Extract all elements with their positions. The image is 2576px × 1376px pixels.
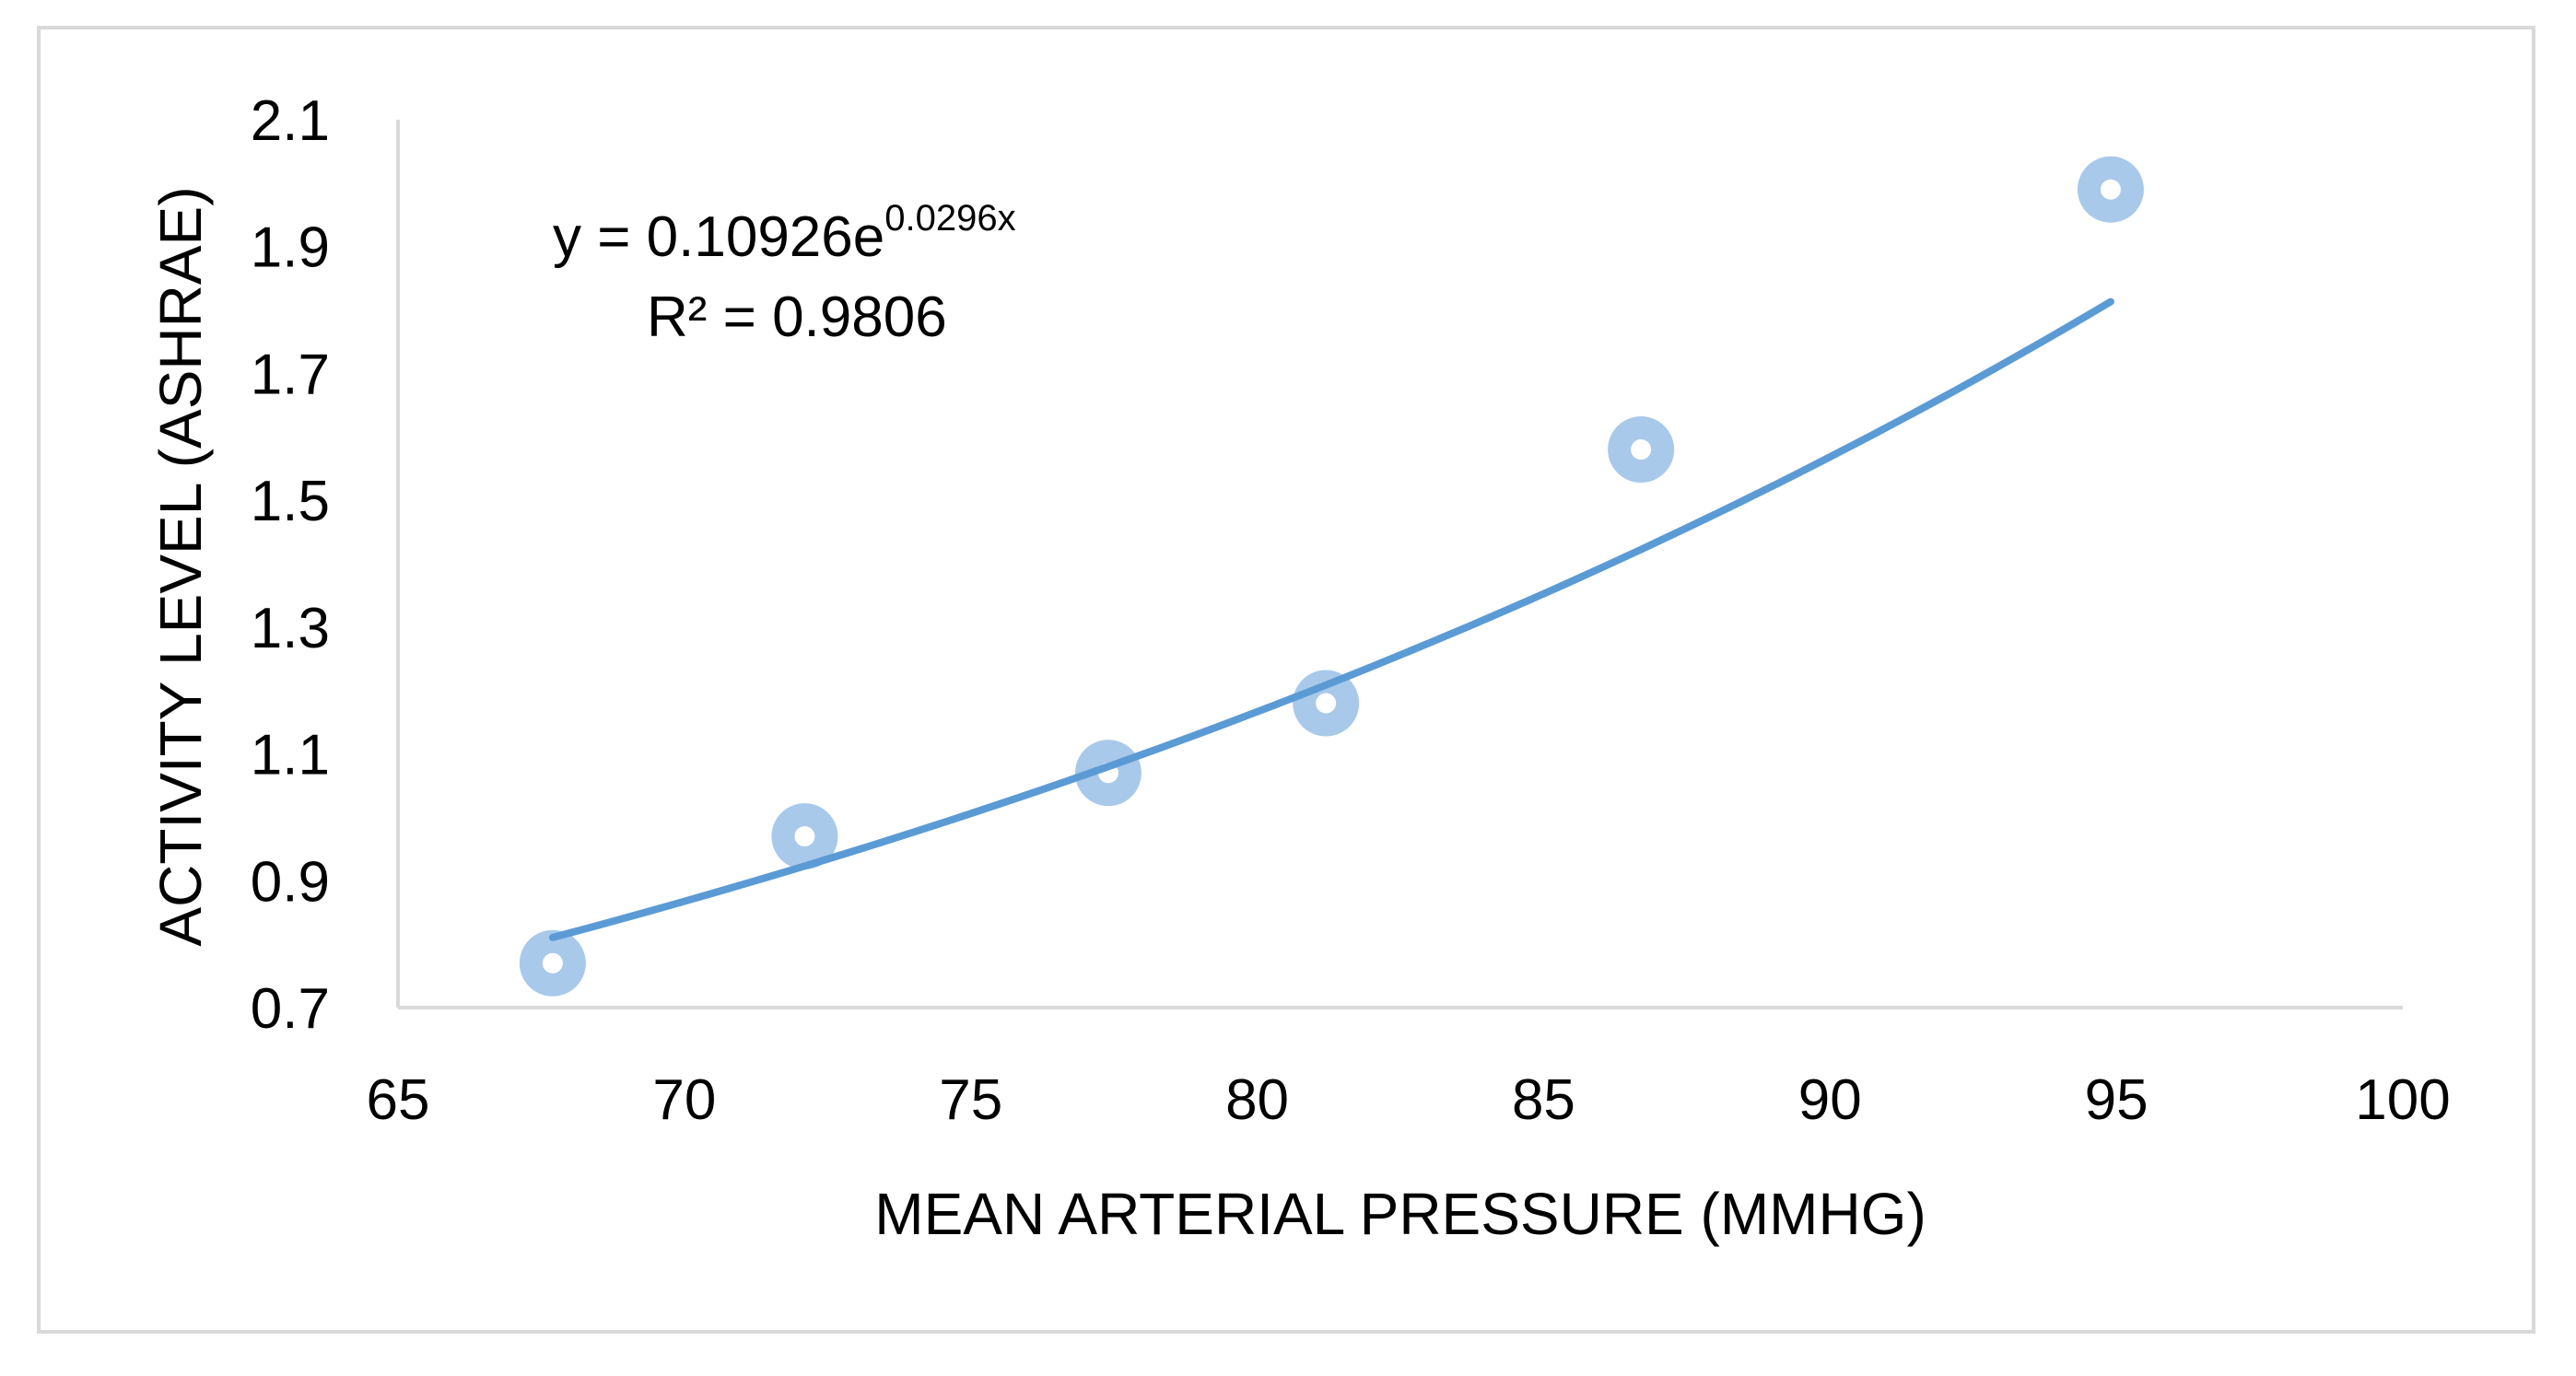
x-tick-label: 65 xyxy=(367,1068,430,1132)
y-tick-label: 1.3 xyxy=(251,597,330,660)
trendline-equation: y = 0.10926e0.0296x xyxy=(553,198,1016,269)
x-tick-label: 70 xyxy=(652,1068,716,1132)
data-points xyxy=(519,156,2144,997)
equation-base: y = 0.10926e xyxy=(553,205,884,269)
y-tick-label: 1.5 xyxy=(251,470,330,533)
y-tick-label: 1.9 xyxy=(251,216,330,280)
x-tick-label: 90 xyxy=(1798,1068,1862,1132)
data-point-center xyxy=(794,826,815,847)
data-point xyxy=(1293,670,1360,737)
trendline xyxy=(548,297,2114,941)
y-tick-label: 0.7 xyxy=(251,977,330,1041)
x-axis-title: MEAN ARTERIAL PRESSURE (MMHG) xyxy=(874,1181,1926,1247)
y-tick-label: 1.7 xyxy=(251,343,330,406)
data-point-center xyxy=(542,952,563,974)
x-tick-label: 100 xyxy=(2355,1068,2450,1132)
r-squared-label: R² = 0.9806 xyxy=(647,286,947,349)
x-tick-label: 80 xyxy=(1225,1068,1289,1132)
y-axis-title: ACTIVITY LEVEL (ASHRAE) xyxy=(147,186,214,946)
x-tick-label: 85 xyxy=(1512,1068,1575,1132)
data-point xyxy=(771,803,838,870)
y-tick-label: 0.9 xyxy=(251,850,330,914)
data-point-center xyxy=(2100,179,2121,200)
data-point xyxy=(519,929,586,997)
y-tick-label: 1.1 xyxy=(251,724,330,787)
axes xyxy=(396,120,2403,1009)
chart-frame xyxy=(37,26,2535,1334)
equation-exponent: 0.0296x xyxy=(884,198,1015,239)
data-point-center xyxy=(1316,693,1337,714)
data-point xyxy=(1608,416,1675,484)
x-tick-label: 75 xyxy=(939,1068,1002,1132)
x-tick-label: 95 xyxy=(2085,1068,2149,1132)
data-point-center xyxy=(1631,439,1652,461)
data-point xyxy=(2077,156,2144,223)
y-tick-labels: 0.7 0.9 1.1 1.3 1.5 1.7 1.9 2.1 xyxy=(251,89,330,1041)
y-tick-label: 2.1 xyxy=(251,89,330,153)
x-tick-labels: 65 70 75 80 85 90 95 100 xyxy=(367,1068,2451,1132)
